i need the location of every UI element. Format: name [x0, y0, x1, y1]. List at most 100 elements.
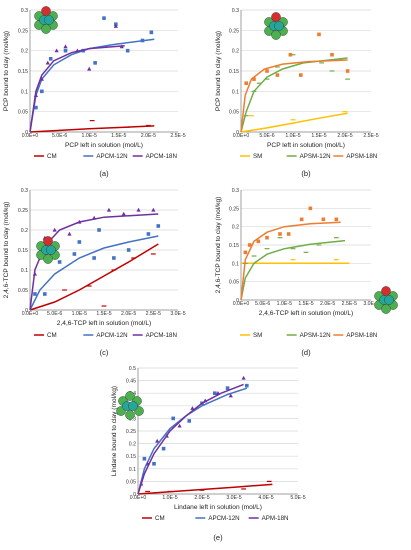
- x-tick-label: 2.0E-5: [320, 301, 335, 307]
- legend-label: CM: [47, 153, 57, 160]
- fit-curve: [30, 39, 154, 132]
- tcp-molecule-icon: [36, 236, 59, 263]
- panel-a: 0 0.05 0.1 0.15 0.2 0.25 0.3 0.0E+0 5.0E-6 1.0E-5…: [3, 6, 186, 178]
- y-tick-label: 0.25: [229, 28, 239, 34]
- panel-caption: (b): [301, 169, 311, 178]
- fit-curve: [30, 46, 125, 132]
- molecule-atom: [41, 6, 50, 15]
- x-tick-label: 4.0E-5: [258, 495, 273, 501]
- x-tick-label: 1.5E-5: [311, 133, 326, 139]
- data-point: [78, 240, 82, 244]
- data-point: [346, 69, 350, 73]
- data-point: [151, 253, 156, 254]
- data-point: [63, 44, 67, 48]
- y-tick-label: 0.05: [18, 110, 28, 116]
- data-point: [143, 457, 147, 461]
- y-axis-title: PCP bound to clay (mol/kg): [3, 31, 10, 111]
- x-tick-label: 2.5E-5: [363, 133, 378, 139]
- legend-label: APCM-12N: [96, 153, 127, 160]
- x-axis-title: PCP left in solution (mol/L): [65, 142, 143, 149]
- x-axis-title: PCP left in solution (mol/L): [267, 142, 345, 149]
- data-point: [97, 228, 101, 232]
- panel-b: 00.050.10.150.20.250.30.0E+0 5.0E-6 1.0E-5…: [215, 8, 379, 178]
- legend-label: APCM-18N: [146, 153, 177, 160]
- molecule-atom: [274, 21, 283, 30]
- data-point: [345, 79, 350, 80]
- y-tick-label: 0.15: [229, 69, 239, 75]
- data-point: [267, 481, 272, 482]
- data-point: [252, 91, 257, 92]
- x-tick-label: 0.0E+0: [22, 133, 39, 139]
- data-point: [317, 33, 321, 37]
- legend-label: APSM-12N: [300, 332, 331, 339]
- data-point: [241, 488, 246, 489]
- legend-label: APCM-12N: [208, 515, 239, 522]
- molecule-atom: [271, 30, 280, 39]
- data-point: [276, 73, 280, 77]
- data-point: [126, 49, 130, 53]
- data-point: [278, 237, 283, 238]
- fit-curve: [241, 113, 348, 132]
- data-point: [155, 439, 159, 443]
- panel-caption: (c): [100, 348, 109, 357]
- legend-label: APSM-18N: [346, 153, 377, 160]
- data-point: [112, 256, 116, 260]
- data-point: [317, 263, 322, 264]
- data-point: [34, 93, 38, 97]
- data-point: [43, 292, 47, 296]
- molecule-atom: [381, 304, 390, 313]
- data-point: [87, 285, 92, 286]
- pcp-molecule-icon: [264, 12, 287, 39]
- y-tick-label: 0.15: [18, 69, 28, 75]
- x-tick-label: 0.0E+0: [22, 311, 39, 317]
- data-point: [73, 252, 77, 256]
- data-point: [131, 257, 136, 258]
- data-point: [245, 384, 249, 388]
- data-point: [322, 218, 326, 222]
- molecule-atom: [125, 410, 134, 419]
- x-tick-label: 2.0E-5: [121, 311, 136, 317]
- data-point: [335, 218, 339, 222]
- data-point: [90, 120, 95, 121]
- data-point: [152, 462, 156, 466]
- y-axis-title: 2,4,6-TCP bound to clay (mol/kg): [215, 197, 222, 294]
- x-tick-label: 1.0E-5: [285, 133, 300, 139]
- legend-label: APSM-18N: [346, 332, 377, 339]
- data-point: [125, 127, 130, 128]
- molecule-atom: [46, 245, 55, 254]
- y-tick-label: 0.25: [229, 206, 239, 212]
- y-axis-title: 2,4,6-TCP bound to clay (mol/kg): [3, 202, 10, 299]
- data-point: [257, 240, 261, 244]
- x-tick-label: 5.0E-5: [290, 495, 305, 501]
- data-point: [49, 57, 53, 61]
- panel-d: 00.050.10.150.20.250.30.0E+0 5.0E-6 1.0E-5…: [215, 188, 398, 357]
- data-point: [244, 251, 248, 255]
- x-tick-label: 0.0E+0: [233, 301, 250, 307]
- y-tick-label: 0.25: [126, 429, 136, 435]
- y-tick-label: 0.05: [18, 288, 28, 294]
- x-tick-label: 1.5E-5: [96, 311, 111, 317]
- data-point: [190, 406, 194, 410]
- y-tick-label: 0.1: [21, 268, 28, 274]
- data-point: [187, 419, 191, 423]
- data-point: [58, 260, 62, 264]
- data-point: [319, 62, 324, 63]
- data-point: [265, 79, 270, 80]
- data-point: [330, 53, 334, 57]
- legend-label: APSM-12N: [300, 153, 331, 160]
- y-tick-label: 0.1: [232, 89, 239, 95]
- data-point: [252, 77, 256, 81]
- legend-label: SM: [253, 153, 262, 160]
- y-tick-label: 0.05: [126, 479, 136, 485]
- y-tick-label: 0.1: [129, 467, 136, 473]
- data-point: [171, 417, 175, 421]
- legend-label: SM: [253, 332, 262, 339]
- y-tick-label: 0.1: [21, 89, 28, 95]
- y-tick-label: 0.3: [21, 8, 28, 14]
- y-tick-label: 0.3: [21, 188, 28, 194]
- data-point: [139, 482, 143, 486]
- data-point: [300, 218, 304, 222]
- data-point: [291, 119, 296, 120]
- fit-curve: [241, 241, 345, 300]
